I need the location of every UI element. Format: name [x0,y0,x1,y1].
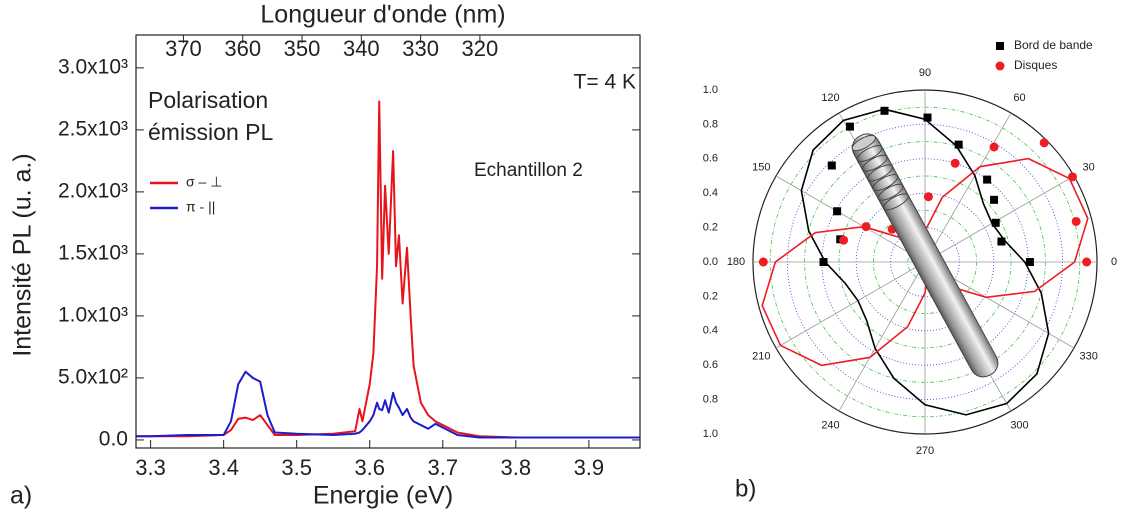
data-line [136,100,640,439]
y-tick-label: 2.5x10³ [58,117,128,140]
data-point [1082,257,1092,267]
panel-a: Longueur d'onde (nm) Energie (eV) Intens… [9,1,641,510]
legend-label: Disques [1014,58,1057,72]
panel-label: b) [735,475,756,502]
angle-tick-label: 330 [1079,350,1097,362]
legend-label: σ – ⊥ [186,174,222,190]
angle-spoke [838,261,926,412]
data-point [880,106,889,115]
data-point [997,237,1006,246]
radial-tick-label: 0.2 [703,290,718,302]
y-tick-label: 3.0x10³ [58,55,128,78]
angle-tick-label: 150 [752,161,770,173]
data-point [923,192,933,202]
nanowire-disk [882,193,909,211]
data-point [845,122,854,131]
x-tick-label: 3.7 [427,455,458,480]
data-point [861,222,871,232]
radial-tick-label: 0.6 [703,359,718,371]
data-point [954,140,963,149]
angle-spoke [924,112,1012,263]
legend-label: Bord de bande [1014,38,1093,52]
data-point [991,218,1000,227]
nanowire-illustration [851,133,999,378]
radial-tick-label: 0.8 [703,118,718,130]
radial-tick-label: 0.4 [703,325,718,337]
angle-tick-label: 90 [919,67,931,79]
data-point [989,142,999,152]
data-point [839,235,849,245]
nanowire-body [851,133,999,378]
data-point [833,207,842,216]
angle-tick-label: 240 [821,420,839,432]
data-point [950,158,960,168]
nanowire-disk [856,145,883,163]
data-point [1071,216,1081,226]
x-tick-label: 3.4 [208,455,239,480]
legend-label: π - || [186,199,215,215]
data-point [758,257,768,267]
data-point [990,195,999,204]
sample-label: Echantillon 2 [474,160,583,181]
radial-tick-label: 0.6 [703,153,718,165]
angle-tick-label: 120 [821,92,839,104]
x-tick-label: 3.9 [574,455,605,480]
angle-tick-label: 210 [752,350,770,362]
plot-frame [135,34,641,449]
x-axis-label: Energie (eV) [313,482,453,510]
nanowire-disk [867,164,894,182]
x-tick-label: 3.6 [354,455,385,480]
nanowire-disk [872,174,899,192]
x-tick-label: 3.5 [281,455,312,480]
temperature-label: T= 4 K [574,71,636,94]
angle-tick-label: 30 [1083,161,1095,173]
radial-tick-label: 0.4 [703,187,718,199]
radial-tick-label: 0.8 [703,394,718,406]
radial-tick-label: 1.0 [703,428,718,440]
nanowire-disk [861,154,888,172]
legend-marker [996,42,1004,50]
angle-tick-label: 0 [1111,256,1117,268]
y-tick-label: 1.5x10³ [58,241,128,264]
data-point [827,161,836,170]
data-line [136,370,640,439]
radial-tick-label: 1.0 [703,84,718,96]
y-tick-label: 1.0x10³ [58,303,128,326]
data-point [1067,172,1077,182]
angle-spoke [775,261,926,349]
x2-axis-label: Longueur d'onde (nm) [260,1,505,29]
angle-tick-label: 180 [727,256,745,268]
x-tick-label: 3.3 [135,455,166,480]
angle-tick-label: 300 [1010,420,1028,432]
data-point [1039,138,1049,148]
radial-tick-label: 0.0 [703,256,718,268]
data-point [819,258,828,266]
panel-label: a) [10,482,32,510]
y-tick-label: 0.0 [99,427,128,450]
y-axis-label: Intensité PL (u. a.) [9,153,37,356]
y-tick-label: 5.0x10² [58,365,128,388]
data-point [1025,258,1034,266]
legend-marker [995,61,1005,71]
data-point [983,175,992,184]
x-tick-label: 3.8 [501,455,532,480]
y-tick-label: 2.0x10³ [58,179,128,202]
angle-tick-label: 270 [916,445,934,457]
data-point [923,113,932,122]
annotation: Polarisation [148,87,268,113]
annotation: émission PL [148,119,273,145]
radial-tick-label: 0.2 [703,222,718,234]
nanowire-disk [877,183,904,201]
angle-tick-label: 60 [1013,92,1025,104]
nanowire-cap [851,134,876,152]
